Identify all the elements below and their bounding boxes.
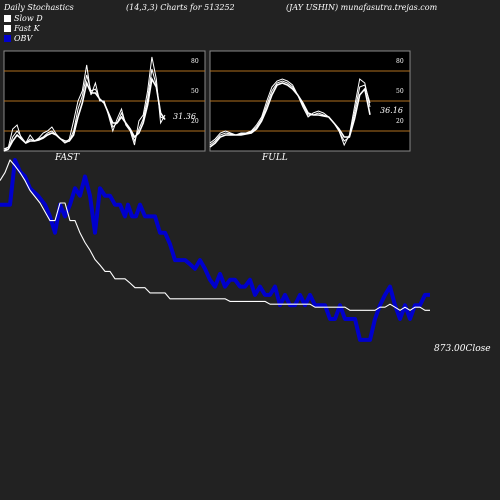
chart-params: (14,3,3) Charts for 513252 [126,3,235,12]
chart-symbol: (JAY USHIN) munafasutra.trejas.com [286,3,438,12]
obv-line [0,158,430,342]
tick-label: 20 [396,118,404,125]
legend-swatch [4,35,11,42]
price-value: 873.00 [434,344,466,354]
tick-label: 50 [191,88,199,95]
legend-obv: OBV [4,34,32,43]
tick-label: 20 [191,118,199,125]
price-label: 873.00Close [434,344,491,354]
legend-slow-d: Slow D [4,14,43,23]
stoch-series-2 [3,76,166,152]
fast-last-value: 31.36 [173,112,196,121]
tick-label: 80 [191,58,199,65]
legend-swatch [4,15,11,22]
tick-label: 80 [396,58,404,65]
close-price-line [0,159,430,311]
fast-stochastic-panel: 80 50 20 [3,50,206,152]
legend-fast-k: Fast K [4,24,40,33]
chart-title: Daily Stochastics [4,3,74,12]
legend-label: OBV [14,34,33,43]
stoch-series-1 [4,68,166,150]
stoch-series-0 [3,56,166,150]
tick-label: 50 [396,88,404,95]
legend-label: Slow D [14,14,43,23]
legend-label: Fast K [14,24,40,33]
full-panel-label: FULL [261,153,288,163]
price-obv-chart [0,158,430,342]
full-stochastic-panel: 80 50 20 [209,50,411,152]
close-label: Close [466,344,491,354]
full-last-value: 36.16 [380,106,403,115]
legend-swatch [4,25,11,32]
fast-panel-label: FAST [54,153,80,163]
stoch-series-2 [209,82,371,148]
